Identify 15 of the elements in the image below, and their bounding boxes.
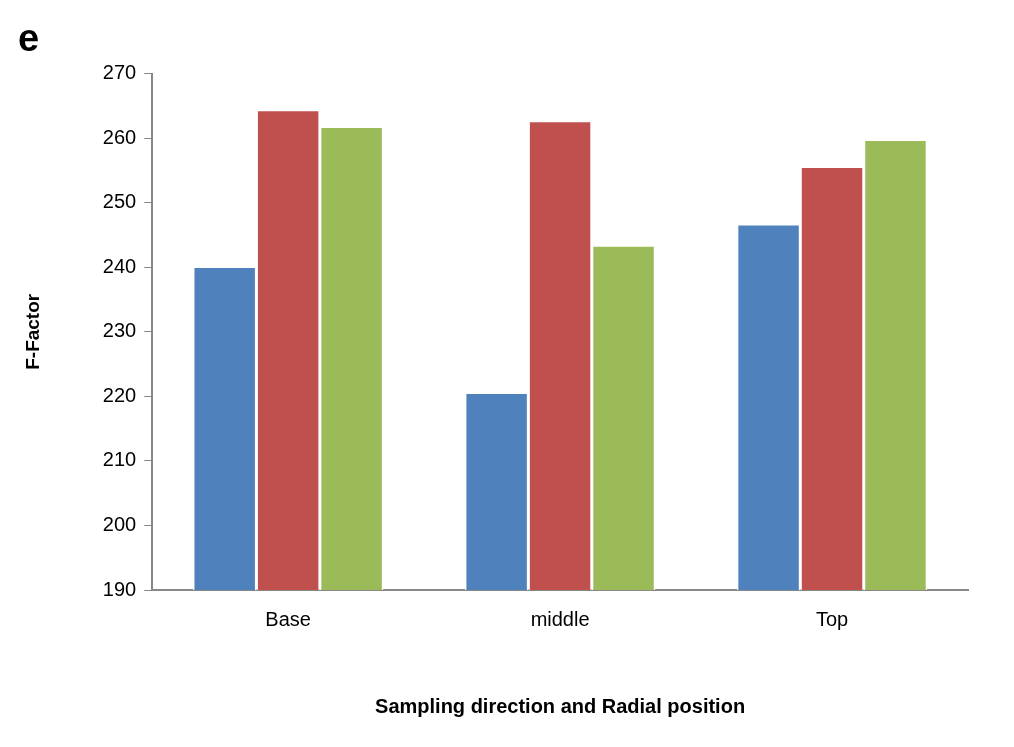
y-tick-label: 250 [102, 190, 137, 213]
y-tick-label: 260 [102, 125, 137, 148]
y-tick-label: 240 [102, 254, 137, 277]
y-axis-title: F-Factor [21, 293, 43, 370]
y-tick-label: 230 [102, 319, 137, 342]
x-tick-label: Top [815, 607, 849, 630]
x-axis-title: Sampling direction and Radial position [375, 694, 746, 717]
chart-title: e [18, 17, 40, 60]
x-tick-label: Base [265, 607, 311, 630]
y-tick-label: 190 [102, 577, 137, 600]
y-tick-label: 210 [102, 448, 137, 471]
y-tick-label: 220 [102, 383, 137, 406]
y-tick-label: 270 [102, 61, 137, 84]
x-tick-label: middle [530, 607, 590, 630]
y-tick-label: 200 [102, 512, 137, 535]
